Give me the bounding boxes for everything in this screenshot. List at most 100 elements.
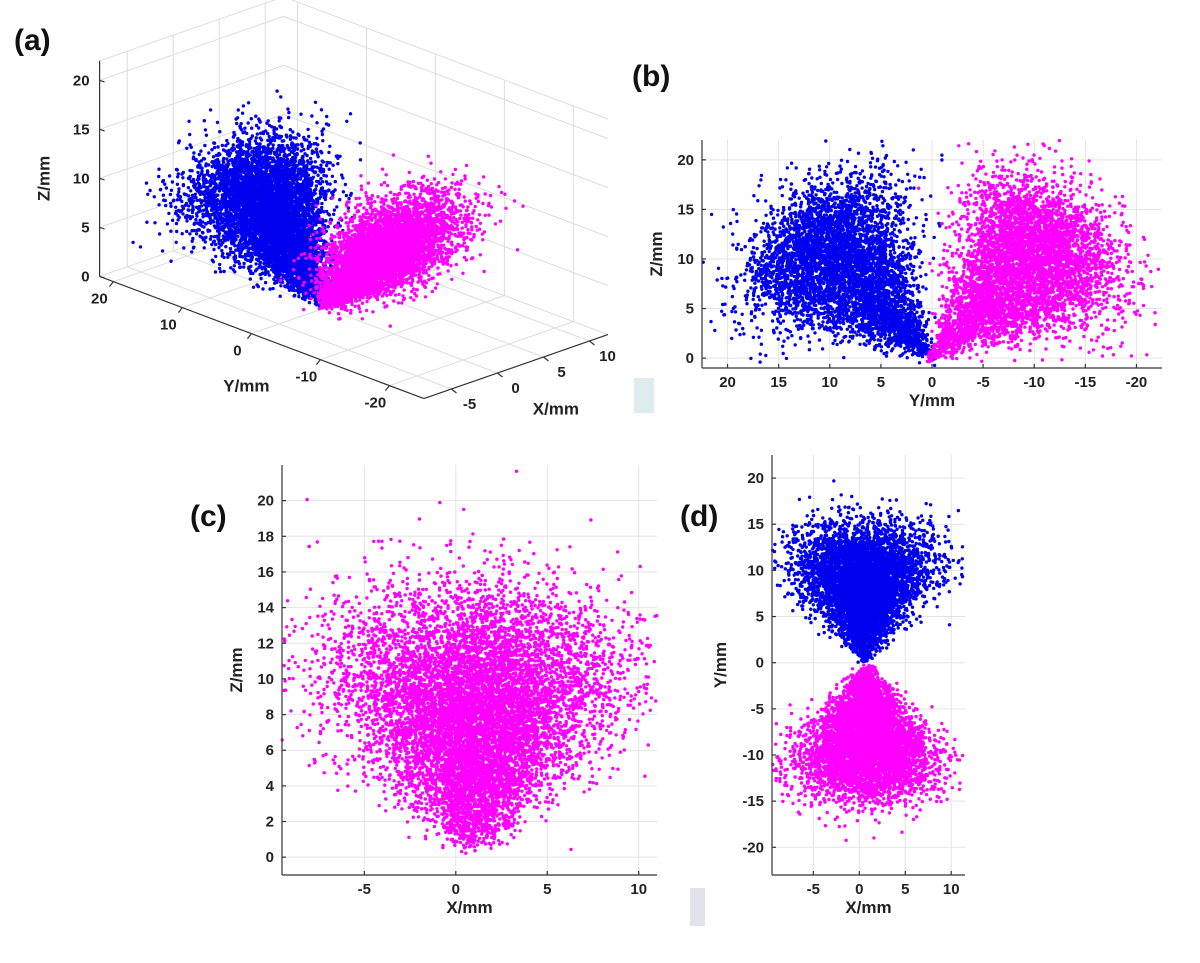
a-point — [235, 139, 240, 143]
a-point — [214, 254, 218, 259]
a-point — [303, 152, 307, 156]
a-point — [331, 163, 335, 167]
a-point — [326, 225, 330, 229]
a-point — [297, 291, 301, 295]
a-point — [167, 174, 172, 178]
a-point — [333, 179, 337, 184]
a-point — [335, 205, 339, 209]
a-point — [315, 121, 319, 125]
a-point — [176, 175, 180, 179]
a-point — [188, 168, 192, 173]
a-point — [208, 220, 212, 224]
a-point — [157, 174, 161, 179]
a-point — [182, 246, 186, 250]
a-point — [181, 183, 186, 187]
a-point — [188, 132, 192, 137]
a-point — [258, 163, 263, 168]
a-point — [332, 212, 336, 216]
a-point — [327, 150, 331, 155]
a-point — [194, 232, 199, 236]
a-point — [237, 228, 241, 232]
a-point — [233, 270, 237, 274]
a-point — [172, 198, 176, 202]
a-point — [279, 284, 283, 288]
a-points — [131, 89, 525, 328]
a-point — [326, 123, 331, 127]
a-point — [187, 204, 191, 208]
a-point — [358, 158, 363, 162]
a-point — [248, 277, 252, 281]
a-point — [169, 229, 173, 233]
a-floor-ygrid-4 — [389, 321, 574, 387]
a-point — [276, 185, 281, 190]
a-point — [267, 134, 271, 139]
a-point — [168, 192, 173, 197]
a-point — [325, 160, 329, 165]
a-point — [302, 169, 306, 174]
a-point — [191, 236, 195, 241]
a-point — [320, 205, 324, 210]
a-point — [279, 95, 283, 99]
a-point — [174, 221, 179, 226]
a-point — [324, 163, 329, 168]
a-point — [315, 165, 319, 169]
a-point — [236, 180, 241, 184]
a-point — [257, 265, 261, 269]
a-point — [244, 150, 249, 154]
a-point — [264, 155, 269, 159]
a-point — [344, 193, 349, 198]
a-point — [212, 211, 216, 215]
a-point — [152, 195, 156, 199]
a-point — [295, 152, 299, 157]
a-point — [259, 253, 263, 258]
a-point — [160, 249, 165, 253]
a-point — [187, 194, 191, 198]
a-point — [280, 139, 284, 143]
a-point — [343, 182, 348, 187]
a-point — [246, 249, 250, 253]
a-point — [278, 294, 282, 298]
a-point — [229, 266, 233, 270]
a-point — [170, 218, 175, 222]
a-point — [263, 280, 268, 285]
a-point — [295, 147, 300, 151]
a-point — [214, 215, 218, 219]
a-point — [320, 201, 324, 206]
a-point — [266, 131, 270, 136]
a-point — [202, 225, 206, 229]
a-point — [236, 234, 240, 238]
a-point — [242, 265, 246, 269]
a-point — [319, 163, 323, 167]
a-point — [218, 262, 222, 267]
a-point — [327, 188, 331, 192]
a-point — [163, 182, 167, 186]
a-point — [341, 190, 346, 194]
a-point — [238, 254, 242, 259]
a-point — [206, 228, 210, 232]
a-point — [209, 234, 213, 239]
a-point — [241, 104, 246, 108]
a-point — [249, 117, 253, 121]
a-point — [255, 267, 259, 271]
a-point — [272, 130, 276, 135]
a-point — [138, 245, 143, 249]
a-point — [250, 126, 254, 130]
a-point — [327, 167, 331, 171]
a-point — [204, 221, 208, 226]
a-point — [190, 208, 194, 212]
a-point — [224, 143, 228, 148]
a-point — [235, 121, 239, 126]
a-point — [169, 204, 173, 208]
a-point — [239, 163, 243, 167]
a-point — [228, 246, 233, 251]
a-floor-xgrid-1 — [173, 250, 498, 374]
a-point — [236, 108, 240, 112]
a-point — [170, 180, 175, 184]
a-point — [268, 137, 272, 142]
a-point — [203, 128, 208, 132]
a-point — [224, 245, 228, 249]
a-point — [199, 159, 204, 163]
a-point — [237, 243, 241, 247]
a-point — [243, 126, 247, 130]
